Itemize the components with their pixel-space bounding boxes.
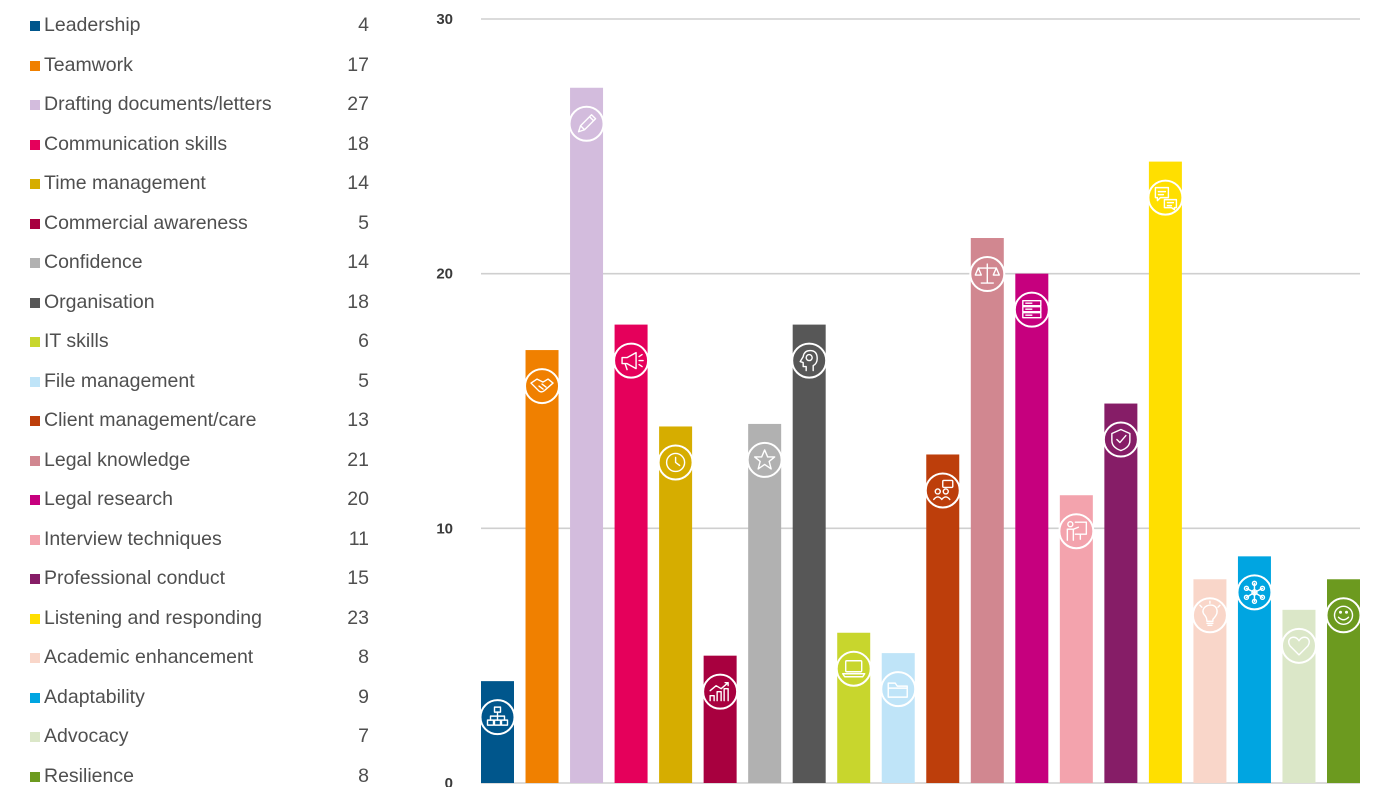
bar-communication-skills (615, 325, 648, 783)
y-axis: 0 10 20 30 (436, 11, 453, 787)
org-chart-icon (481, 700, 515, 734)
y-tick-label: 10 (436, 520, 453, 537)
heart-icon (1282, 629, 1316, 663)
bar-teamwork (526, 350, 559, 783)
presenter-icon (1059, 514, 1093, 548)
lightbulb-icon (1193, 598, 1227, 632)
bar-legal-knowledge (971, 238, 1004, 783)
client-chat-icon (926, 473, 960, 507)
star-icon (748, 443, 782, 477)
bar-organisation (793, 325, 826, 783)
books-icon (1015, 293, 1049, 327)
laptop-icon (837, 652, 871, 686)
bar-legal-research (1015, 274, 1048, 783)
bar-professional-conduct (1104, 404, 1137, 783)
y-tick-label: 30 (436, 11, 453, 28)
megaphone-icon (614, 344, 648, 378)
bars (481, 88, 1361, 783)
gridlines (481, 19, 1360, 783)
growth-chart-icon (703, 675, 737, 709)
head-gear-icon (792, 344, 826, 378)
handshake-icon (525, 369, 559, 403)
scales-icon (970, 257, 1004, 291)
y-tick-label: 20 (436, 266, 453, 283)
bar-listening-and-responding (1149, 162, 1182, 783)
chat-bubbles-icon (1148, 181, 1182, 215)
smiley-icon (1327, 598, 1361, 632)
network-icon (1237, 575, 1271, 609)
pencil-icon (570, 107, 604, 141)
folder-icon (881, 672, 915, 706)
clock-icon (659, 445, 693, 479)
bar-drafting-documents-letters (570, 88, 603, 783)
y-tick-label: 0 (445, 775, 453, 787)
shield-check-icon (1104, 423, 1138, 457)
